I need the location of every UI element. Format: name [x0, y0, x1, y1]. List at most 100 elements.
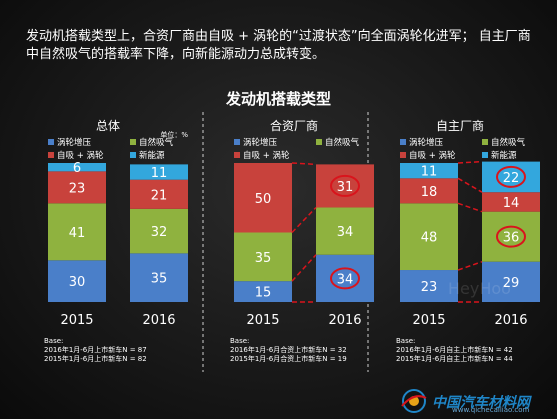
- bar-segment: [130, 253, 188, 302]
- bar-segment: [482, 261, 540, 302]
- bar-segment: [130, 164, 188, 180]
- legend-swatch: [316, 139, 322, 145]
- data-label: 35: [151, 272, 168, 287]
- x-tick-label: 2015: [246, 313, 279, 328]
- bar-segment: [234, 281, 292, 302]
- x-tick-label: 2016: [328, 313, 361, 328]
- legend-label: 涡轮增压: [409, 137, 444, 148]
- bar-segment: [400, 203, 458, 271]
- connector-line: [291, 162, 317, 166]
- data-label: 29: [503, 276, 520, 291]
- data-label: 11: [421, 165, 438, 180]
- connector-line: [457, 260, 483, 271]
- data-label: 22: [503, 171, 520, 186]
- highlight-circle: [330, 267, 360, 290]
- legend-swatch: [48, 152, 54, 158]
- data-label: 23: [421, 280, 438, 295]
- site-logo-icon: [401, 389, 427, 413]
- base-note: 2016年1月-6月上市新车N = 87: [44, 345, 147, 354]
- site-logo-url: www.qichecailiao.com: [452, 406, 530, 414]
- legend-swatch: [234, 139, 240, 145]
- base-note: 2015年1月-6月合资上市新车N = 19: [230, 354, 347, 363]
- bar-segment: [234, 163, 292, 233]
- data-label: 11: [151, 166, 168, 181]
- bar-segment: [234, 232, 292, 282]
- chart-subtitle: 发动机搭载类型: [225, 90, 331, 108]
- data-label: 50: [255, 192, 272, 207]
- base-note: 2016年1月-6月自主上市新车N = 42: [396, 345, 513, 354]
- legend-label: 涡轮增压: [243, 137, 278, 148]
- data-label: 6: [73, 161, 81, 176]
- bar-segment: [48, 163, 106, 172]
- watermark-text: HeyHoo: [448, 279, 511, 298]
- bar-segment: [316, 254, 374, 302]
- legend-swatch: [482, 152, 488, 158]
- panel-title: 总体: [96, 119, 120, 133]
- connector-line: [291, 206, 317, 234]
- legend-label: 新能源: [139, 150, 165, 161]
- data-label: 32: [151, 225, 168, 240]
- connector-line: [291, 254, 317, 282]
- data-label: 21: [151, 188, 168, 203]
- legend-swatch: [48, 139, 54, 145]
- legend-swatch: [400, 152, 406, 158]
- legend-swatch: [482, 139, 488, 145]
- connector-line: [457, 177, 483, 193]
- bar-segment: [48, 260, 106, 302]
- base-label: Base:: [44, 337, 63, 345]
- legend-label: 新能源: [491, 150, 517, 161]
- base-label: Base:: [396, 337, 415, 345]
- data-label: 34: [337, 225, 354, 240]
- site-logo-text: 中国汽车材料网: [432, 395, 530, 411]
- connector-line: [457, 160, 483, 164]
- bar-segment: [482, 211, 540, 262]
- data-label: 14: [503, 196, 520, 211]
- legend-swatch: [130, 139, 136, 145]
- bar-segment: [130, 179, 188, 209]
- panel-title: 合资厂商: [270, 118, 318, 133]
- data-label: 23: [69, 181, 86, 196]
- x-tick-label: 2015: [60, 313, 93, 328]
- base-note: 2015年1月-6月上市新车N = 82: [44, 354, 147, 363]
- unit-label: 单位：%: [160, 130, 188, 139]
- legend-label: 自然吸气: [139, 137, 174, 148]
- legend-label: 涡轮增压: [57, 137, 92, 148]
- legend-label: 自吸 + 涡轮: [409, 150, 456, 161]
- bar-segment: [400, 163, 458, 179]
- connector-line: [457, 202, 483, 213]
- x-tick-label: 2016: [494, 313, 527, 328]
- highlight-circle: [496, 225, 526, 248]
- highlight-circle: [330, 174, 360, 197]
- legend-label: 自然吸气: [491, 137, 526, 148]
- base-label: Base:: [230, 337, 249, 345]
- legend-label: 自吸 + 涡轮: [243, 150, 290, 161]
- data-label: 35: [255, 251, 272, 266]
- base-note: 2015年1月-6月自主上市新车N = 44: [396, 354, 513, 363]
- bar-segment: [400, 178, 458, 204]
- data-label: 36: [503, 231, 520, 246]
- legend-label: 自然吸气: [325, 137, 360, 148]
- legend-swatch: [400, 139, 406, 145]
- headline-text: 发动机搭载类型上，合资厂商由自吸 + 涡轮的“过渡状态”向全面涡轮化进军； 自主…: [26, 29, 531, 62]
- data-label: 41: [69, 226, 86, 241]
- x-tick-label: 2016: [142, 313, 175, 328]
- legend-swatch: [234, 152, 240, 158]
- data-label: 30: [69, 275, 86, 290]
- data-label: 18: [421, 185, 438, 200]
- panel-title: 自主厂商: [436, 118, 484, 133]
- data-label: 31: [337, 180, 354, 195]
- x-tick-label: 2015: [412, 313, 445, 328]
- bar-segment: [482, 192, 540, 212]
- legend-label: 自吸 + 涡轮: [57, 150, 104, 161]
- base-note: 2016年1月-6月合资上市新车N = 32: [230, 345, 347, 354]
- bar-segment: [400, 270, 458, 302]
- bar-segment: [48, 203, 106, 261]
- bar-segment: [316, 164, 374, 208]
- bar-segment: [130, 208, 188, 254]
- data-label: 15: [255, 286, 272, 301]
- data-label: 34: [337, 272, 354, 287]
- bar-segment: [48, 171, 106, 204]
- bar-segment: [316, 207, 374, 255]
- highlight-circle: [496, 165, 526, 188]
